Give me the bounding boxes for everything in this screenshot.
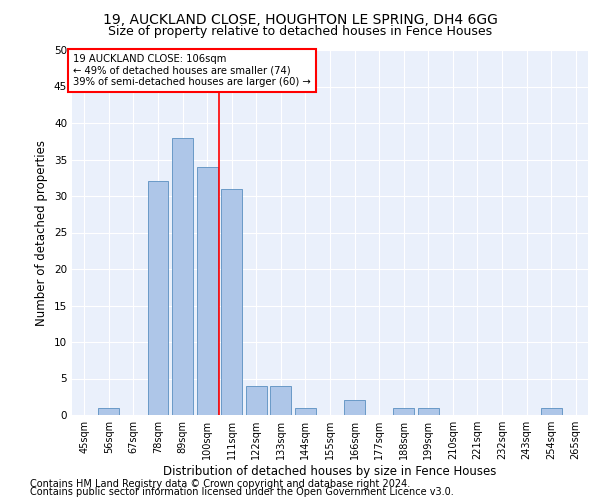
Text: Contains public sector information licensed under the Open Government Licence v3: Contains public sector information licen… xyxy=(30,487,454,497)
Bar xyxy=(541,408,562,415)
Bar xyxy=(418,408,439,415)
Bar xyxy=(148,182,169,415)
Bar xyxy=(393,408,414,415)
Text: Contains HM Land Registry data © Crown copyright and database right 2024.: Contains HM Land Registry data © Crown c… xyxy=(30,479,410,489)
Bar xyxy=(98,408,119,415)
Text: Size of property relative to detached houses in Fence Houses: Size of property relative to detached ho… xyxy=(108,25,492,38)
Bar xyxy=(221,188,242,415)
Bar xyxy=(271,386,292,415)
Text: 19, AUCKLAND CLOSE, HOUGHTON LE SPRING, DH4 6GG: 19, AUCKLAND CLOSE, HOUGHTON LE SPRING, … xyxy=(103,12,497,26)
Bar xyxy=(295,408,316,415)
Y-axis label: Number of detached properties: Number of detached properties xyxy=(35,140,49,326)
Bar xyxy=(344,400,365,415)
X-axis label: Distribution of detached houses by size in Fence Houses: Distribution of detached houses by size … xyxy=(163,465,497,478)
Text: 19 AUCKLAND CLOSE: 106sqm
← 49% of detached houses are smaller (74)
39% of semi-: 19 AUCKLAND CLOSE: 106sqm ← 49% of detac… xyxy=(73,54,311,87)
Bar xyxy=(197,167,218,415)
Bar xyxy=(246,386,267,415)
Bar xyxy=(172,138,193,415)
